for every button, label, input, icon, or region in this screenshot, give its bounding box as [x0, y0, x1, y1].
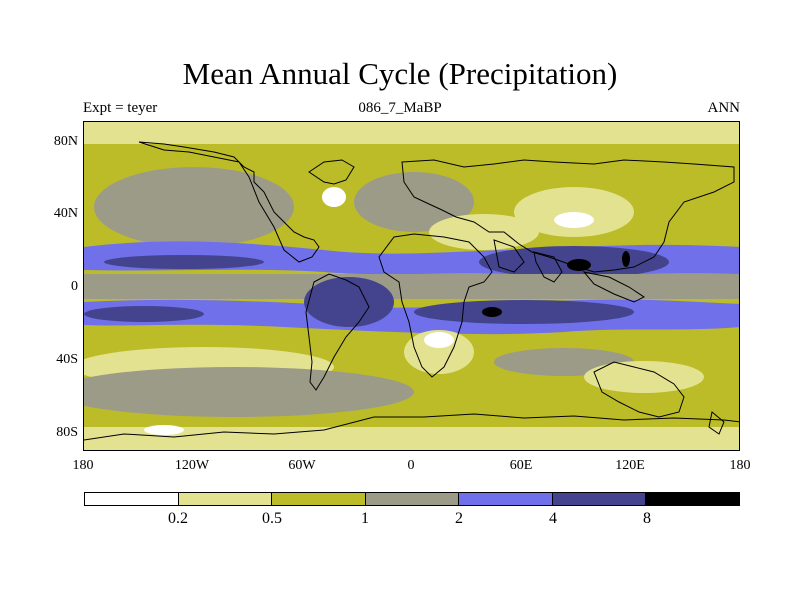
coast-australia [593, 361, 685, 418]
lat-label-40n: 40N [53, 206, 78, 221]
colorbar-swatch [85, 493, 179, 505]
coast-africa [378, 233, 493, 378]
sahara-dry [429, 214, 539, 250]
north-america-dry [322, 187, 346, 207]
colorbar-swatch [365, 493, 460, 505]
period-label: 086_7_MaBP [358, 100, 442, 116]
colorbar-swatch [459, 493, 553, 505]
colorbar-label: 4 [549, 510, 557, 527]
experiment-label: Expt = teyer [83, 100, 158, 116]
coast-se-asia [582, 271, 645, 303]
australia-dry [584, 361, 704, 393]
coast-europe-asia [401, 159, 735, 273]
africa-dry [404, 330, 474, 374]
colorbar-swatch [178, 493, 273, 505]
precipitation-map [83, 121, 740, 451]
coast-south-america [305, 273, 370, 391]
indian-ocean-dark [414, 300, 634, 324]
coast-arabia [493, 239, 525, 273]
lat-label-0: 0 [71, 279, 78, 294]
lat-label-80s: 80S [56, 425, 78, 440]
asia-monsoon-peak-2 [622, 251, 630, 267]
lon-label-120w: 120W [174, 458, 210, 473]
pacific-band-dark [104, 255, 264, 269]
coast-greenland [308, 159, 355, 185]
season-label: ANN [707, 100, 741, 116]
pacific-dry-north [94, 167, 294, 247]
lon-label-120e: 120E [615, 458, 645, 473]
south-band-dark [84, 306, 204, 322]
lat-label-80n: 80N [53, 134, 78, 149]
africa-dry-core [424, 332, 454, 348]
coast-new-zealand [708, 411, 725, 435]
lon-label-60w: 60W [288, 458, 316, 473]
colorbar-label: 0.2 [168, 510, 188, 527]
colorbar-label: 0.5 [262, 510, 282, 527]
lon-label-180w: 180 [72, 458, 94, 473]
band-arctic [84, 122, 739, 144]
chart-title: Mean Annual Cycle (Precipitation) [182, 56, 618, 91]
lat-label-40s: 40S [56, 352, 78, 367]
indian-ocean-peak [482, 307, 502, 317]
band-north-mid [84, 144, 739, 154]
antarctic-dry-core [144, 425, 184, 435]
atlantic-dry-north [354, 172, 474, 232]
colorbar-swatch [646, 493, 740, 505]
colorbar [84, 492, 740, 506]
lon-label-180e: 180 [729, 458, 751, 473]
coast-antarctica [84, 413, 739, 441]
colorbar-label: 1 [361, 510, 369, 527]
south-dry-gray [84, 367, 414, 417]
colorbar-swatch [272, 493, 366, 505]
coast-north-america [138, 141, 320, 263]
asia-monsoon-peak [567, 259, 591, 271]
equatorial-band [84, 274, 739, 299]
europe-dry [554, 212, 594, 228]
lon-label-60e: 60E [509, 458, 533, 473]
colorbar-label: 2 [455, 510, 463, 527]
colorbar-label: 8 [643, 510, 651, 527]
amazon-wet [304, 277, 394, 327]
colorbar-swatch [552, 493, 647, 505]
lon-label-0: 0 [407, 458, 415, 473]
coast-india [533, 251, 563, 283]
